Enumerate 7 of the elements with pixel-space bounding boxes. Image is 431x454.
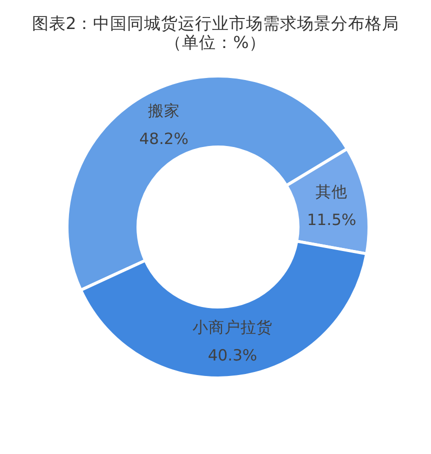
slice-label: 小商户拉货 [192, 318, 273, 337]
slice-label: 其他 [316, 182, 348, 201]
data-label: 11.5% [306, 210, 356, 229]
data-label: 48.2% [139, 130, 189, 148]
chart-title: 图表2：中国同城货运行业市场需求场景分布格局（单位：%） [30, 14, 400, 52]
data-label: 40.3% [208, 346, 258, 365]
slice-label: 搬家 [148, 102, 180, 120]
